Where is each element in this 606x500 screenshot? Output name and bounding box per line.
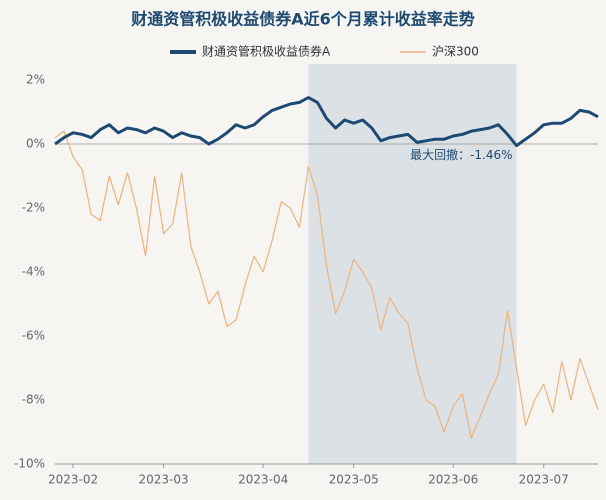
x-tick-label: 2023-07 xyxy=(519,473,569,487)
x-tick-label: 2023-06 xyxy=(428,473,478,487)
x-tick-label: 2023-04 xyxy=(238,473,288,487)
y-tick-label: -10% xyxy=(14,457,45,471)
y-tick-label: -2% xyxy=(22,201,45,215)
chart-title: 财通资管积极收益债券A近6个月累计收益率走势 xyxy=(130,10,475,29)
annotation: 最大回撤：-1.46% xyxy=(410,147,512,162)
y-tick-label: -6% xyxy=(22,329,45,343)
series-line xyxy=(54,130,599,439)
x-tick-label: 2023-02 xyxy=(48,473,98,487)
x-tick-label: 2023-03 xyxy=(139,473,189,487)
series-line xyxy=(54,96,599,148)
y-tick-label: -8% xyxy=(22,393,45,407)
legend-label: 沪深300 xyxy=(432,45,479,59)
y-tick-label: 0% xyxy=(26,137,45,151)
legend-label: 财通资管积极收益债券A xyxy=(202,44,331,59)
x-tick-label: 2023-05 xyxy=(329,473,379,487)
y-tick-label: 2% xyxy=(26,73,45,87)
y-tick-label: -4% xyxy=(22,265,45,279)
